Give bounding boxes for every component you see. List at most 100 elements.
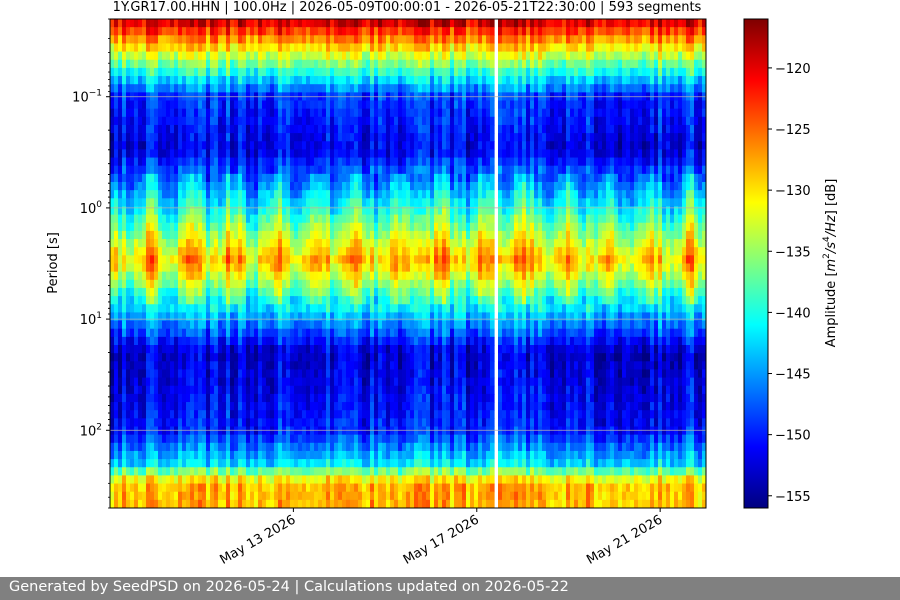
heatmap-cell [226, 312, 231, 322]
heatmap-cell [342, 418, 347, 428]
heatmap-cell [246, 206, 251, 216]
heatmap-cell [226, 304, 231, 313]
heatmap-cell [122, 426, 127, 436]
heatmap-cell [318, 100, 323, 110]
heatmap-cell [382, 214, 387, 224]
heatmap-cell [206, 100, 211, 110]
heatmap-cell [358, 459, 363, 468]
heatmap-cell [130, 271, 135, 281]
heatmap-cell [166, 263, 171, 273]
heatmap-cell [170, 76, 175, 85]
heatmap-cell [370, 239, 375, 248]
heatmap-cell [154, 100, 159, 110]
heatmap-cell [418, 239, 423, 248]
heatmap-cell [366, 393, 371, 403]
heatmap-cell [306, 345, 311, 354]
heatmap-cell [138, 124, 143, 134]
heatmap-cell [378, 377, 383, 387]
heatmap-cell [306, 157, 311, 167]
heatmap-cell [258, 410, 263, 419]
heatmap-cell [242, 361, 247, 371]
heatmap-cell [138, 157, 143, 167]
heatmap-cell [242, 239, 247, 248]
heatmap-cell [126, 157, 131, 167]
heatmap-cell [154, 426, 159, 436]
heatmap-cell [322, 287, 327, 297]
heatmap-cell [306, 459, 311, 468]
heatmap-cell [430, 59, 435, 69]
heatmap-cell [114, 336, 119, 346]
heatmap-cell [130, 141, 135, 150]
heatmap-cell [326, 255, 331, 265]
heatmap-cell [414, 157, 419, 167]
heatmap-cell [390, 222, 395, 232]
heatmap-cell [142, 336, 147, 346]
heatmap-cell [170, 491, 175, 501]
heatmap-cell [222, 442, 227, 452]
heatmap-cell [282, 279, 287, 289]
heatmap-cell [114, 149, 119, 159]
heatmap-cell [282, 491, 287, 501]
heatmap-cell [262, 19, 267, 28]
heatmap-cell [430, 190, 435, 199]
heatmap-cell [310, 402, 315, 411]
heatmap-cell [258, 116, 263, 126]
heatmap-cell [334, 124, 339, 134]
heatmap-cell [138, 214, 143, 224]
heatmap-cell [334, 345, 339, 354]
heatmap-cell [322, 108, 327, 118]
heatmap-cell [398, 59, 403, 69]
heatmap-cell [202, 182, 207, 191]
heatmap-cell [322, 263, 327, 273]
heatmap-cell [210, 133, 215, 142]
heatmap-cell [358, 393, 363, 403]
heatmap-cell [198, 271, 203, 281]
heatmap-cell [302, 361, 307, 371]
heatmap-cell [286, 67, 291, 77]
heatmap-cell [186, 76, 191, 85]
heatmap-cell [130, 165, 135, 175]
heatmap-cell [226, 182, 231, 191]
heatmap-cell [390, 165, 395, 175]
heatmap-cell [134, 336, 139, 346]
heatmap-cell [242, 76, 247, 85]
heatmap-cell [142, 43, 147, 53]
heatmap-cell [322, 434, 327, 444]
heatmap-cell [130, 43, 135, 53]
heatmap-cell [206, 247, 211, 256]
heatmap-cell [126, 353, 131, 362]
heatmap-cell [206, 336, 211, 346]
heatmap-cell [190, 116, 195, 126]
heatmap-cell [294, 442, 299, 452]
heatmap-cell [290, 271, 295, 281]
heatmap-cell [426, 255, 431, 265]
heatmap-cell [226, 165, 231, 175]
heatmap-cell [302, 230, 307, 240]
heatmap-cell [222, 418, 227, 428]
heatmap-cell [378, 499, 383, 508]
heatmap-cell [330, 434, 335, 444]
heatmap-cell [374, 475, 379, 485]
heatmap-cell [374, 35, 379, 45]
heatmap-cell [214, 296, 219, 305]
heatmap-cell [222, 141, 227, 150]
heatmap-cell [126, 393, 131, 403]
heatmap-cell [134, 369, 139, 379]
heatmap-cell [438, 230, 443, 240]
heatmap-cell [430, 141, 435, 150]
heatmap-cell [202, 410, 207, 419]
heatmap-cell [274, 336, 279, 346]
heatmap-cell [314, 222, 319, 232]
heatmap-cell [438, 459, 443, 468]
heatmap-cell [246, 475, 251, 485]
heatmap-cell [366, 182, 371, 191]
heatmap-cell [362, 67, 367, 77]
heatmap-cell [142, 76, 147, 85]
heatmap-cell [282, 149, 287, 159]
heatmap-cell [306, 287, 311, 297]
heatmap-cell [230, 361, 235, 371]
heatmap-cell [274, 418, 279, 428]
heatmap-cell [422, 475, 427, 485]
heatmap-cell [366, 19, 371, 28]
heatmap-cell [126, 206, 131, 216]
